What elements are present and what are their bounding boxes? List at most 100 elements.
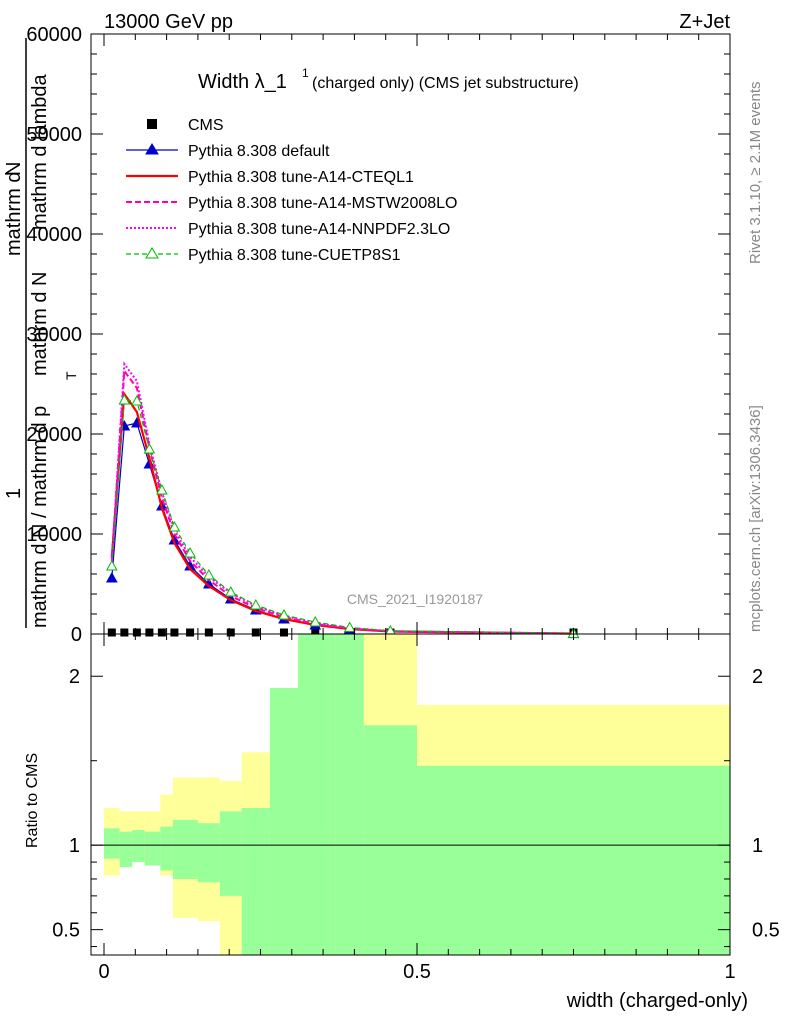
ratio-inner-band <box>298 634 336 955</box>
plot-title-sup: 1 <box>302 66 309 80</box>
cms-point <box>204 628 213 637</box>
cms-point <box>132 628 141 637</box>
ratio-inner-band <box>269 688 299 955</box>
ratio-inner-band <box>132 829 145 863</box>
cms-point <box>157 628 166 637</box>
ylabel-denominator: mathrm d N / mathrm d p <box>29 406 51 628</box>
ylabel-upper-den: mathrm d lambda <box>29 74 51 230</box>
main-ylabel: 1 mathrm d N / mathrm d p T mathrm d N m… <box>3 38 79 628</box>
ratio-inner-band <box>160 826 173 871</box>
legend-entry-pythia-8-308-tune-a14-mstw2008lo: Pythia 8.308 tune-A14-MSTW2008LO <box>126 195 457 212</box>
series-line-pythia-8-308-tune-cuetp8s1 <box>111 399 574 635</box>
series-marker-pythia-8-308-tune-cuetp8s1 <box>309 615 322 627</box>
series-marker-pythia-8-308-tune-cuetp8s1 <box>156 483 168 495</box>
main-ytick-label: 10000 <box>26 524 82 546</box>
main-ytick-label: 0 <box>71 624 82 646</box>
ratio-inner-band <box>363 725 417 955</box>
series-marker-pythia-8-308-tune-cuetp8s1 <box>343 621 356 632</box>
ratio-panel: 0.5 0.5 1 1 2 2 0 0.5 1 <box>52 633 780 983</box>
cms-point <box>251 628 260 637</box>
ratio-ytick-label-right: 1 <box>752 835 763 857</box>
legend-marker <box>145 143 159 155</box>
series-marker-pythia-8-308-tune-cuetp8s1 <box>168 520 181 532</box>
ratio-xtick-label: 1 <box>724 961 735 983</box>
series-marker-pythia-8-308-tune-cuetp8s1 <box>105 559 118 571</box>
ratio-inner-band <box>417 765 730 955</box>
ylabel-upper-N: N <box>3 162 25 176</box>
header-left: 13000 GeV pp <box>104 11 233 33</box>
cms-point <box>170 628 179 637</box>
legend-label: Pythia 8.308 default <box>188 143 330 160</box>
legend-entry-cms: CMS <box>147 117 224 134</box>
ratio-xticks: 0 0.5 1 <box>98 634 736 983</box>
legend-label: Pythia 8.308 tune-A14-NNPDF2.3LO <box>188 221 450 238</box>
ratio-inner-band <box>144 831 161 866</box>
ratio-xtick-label: 0.5 <box>403 961 431 983</box>
legend-label: Pythia 8.308 tune-A14-CTEQL1 <box>188 169 414 186</box>
ratio-inner-band <box>119 831 133 868</box>
ratio-frame <box>90 633 731 956</box>
main-panel: 0 10000 20000 30000 40000 50000 60000 <box>26 24 731 646</box>
ratio-inner-band <box>241 808 270 955</box>
legend-entry-pythia-8-308-tune-cuetp8s1: Pythia 8.308 tune-CUETP8S1 <box>126 247 401 264</box>
plot-title: Width λ_1 1 (charged only) (CMS jet subs… <box>198 66 579 93</box>
legend-entry-pythia-8-308-tune-a14-nnpdf2-3lo: Pythia 8.308 tune-A14-NNPDF2.3LO <box>126 221 450 238</box>
series-marker-pythia-8-308-tune-cuetp8s1 <box>118 393 131 405</box>
main-ytick-label: 50000 <box>26 124 82 146</box>
legend: CMS Pythia 8.308 default Pythia 8.308 tune… <box>126 117 457 264</box>
ylabel-upper-num: mathrm d <box>3 172 25 256</box>
cms-point <box>120 628 129 637</box>
series-line-pythia-8-308-tune-a14-mstw2008lo <box>110 368 574 635</box>
legend-entry-pythia-8-308-tune-a14-cteql1: Pythia 8.308 tune-A14-CTEQL1 <box>126 169 414 186</box>
legend-label: CMS <box>188 117 224 134</box>
series-marker-pythia-8-308-tune-cuetp8s1 <box>131 394 143 406</box>
main-xticks <box>103 34 731 634</box>
ratio-inner-band <box>197 823 220 883</box>
ratio-bands <box>104 634 730 955</box>
series-marker-pythia-8-308-tune-cuetp8s1 <box>184 546 196 558</box>
main-frame <box>90 33 731 635</box>
legend-marker <box>147 119 157 129</box>
ratio-inner-band <box>172 819 198 879</box>
series-marker-pythia-8-308-tune-cuetp8s1 <box>278 608 290 620</box>
ylabel-numerator: 1 <box>3 488 25 499</box>
series-marker-pythia-8-308-tune-cuetp8s1 <box>249 598 262 610</box>
mcplots-label: mcplots.cern.ch [arXiv:1306.3436] <box>747 405 764 632</box>
ratio-ytick-label-right: 2 <box>752 666 763 688</box>
main-ytick-label: 40000 <box>26 224 82 246</box>
xlabel: width (charged-only) <box>566 990 748 1012</box>
series-marker-pythia-8-308-tune-cuetp8s1 <box>143 442 156 454</box>
plot-title-main: Width λ_1 <box>198 71 287 93</box>
cms-point <box>279 628 288 637</box>
cms-point <box>145 628 154 637</box>
series-line-pythia-8-308-default <box>111 422 574 635</box>
main-ytick-label: 20000 <box>26 424 82 446</box>
ylabel-rest: mathrm d N <box>29 272 51 376</box>
ylabel-sub: T <box>63 371 79 380</box>
legend-label: Pythia 8.308 tune-A14-MSTW2008LO <box>188 195 457 212</box>
ratio-ytick-label-right: 0.5 <box>752 920 780 942</box>
ratio-xtick-label: 0 <box>98 961 109 983</box>
ratio-yticks: 0.5 0.5 1 1 2 2 <box>52 666 780 948</box>
legend-label: Pythia 8.308 tune-CUETP8S1 <box>188 247 401 264</box>
cms-point <box>226 628 235 637</box>
ratio-ytick-label: 2 <box>69 666 80 688</box>
legend-entry-pythia-8-308-default: Pythia 8.308 default <box>126 143 330 160</box>
cms-point <box>107 628 116 637</box>
rivet-label: Rivet 3.1.10, ≥ 2.1M events <box>747 82 764 265</box>
series-line-pythia-8-308-tune-a14-nnpdf2-3lo <box>110 361 574 635</box>
ratio-inner-band <box>104 828 120 859</box>
ratio-ylabel: Ratio to CMS <box>24 753 41 848</box>
cms-point <box>311 628 320 637</box>
main-yticks: 0 10000 20000 30000 40000 50000 60000 <box>26 24 730 646</box>
ratio-inner-band <box>219 811 242 896</box>
ratio-inner-band <box>335 634 364 955</box>
series-marker-pythia-8-308-tune-cuetp8s1 <box>224 585 237 597</box>
main-series <box>105 361 580 639</box>
series-marker-pythia-8-308-tune-cuetp8s1 <box>203 568 215 580</box>
ratio-ytick-label: 1 <box>69 835 80 857</box>
header-right: Z+Jet <box>679 11 730 33</box>
series-marker-pythia-8-308-default <box>105 571 118 583</box>
main-ytick-label: 60000 <box>26 24 82 46</box>
